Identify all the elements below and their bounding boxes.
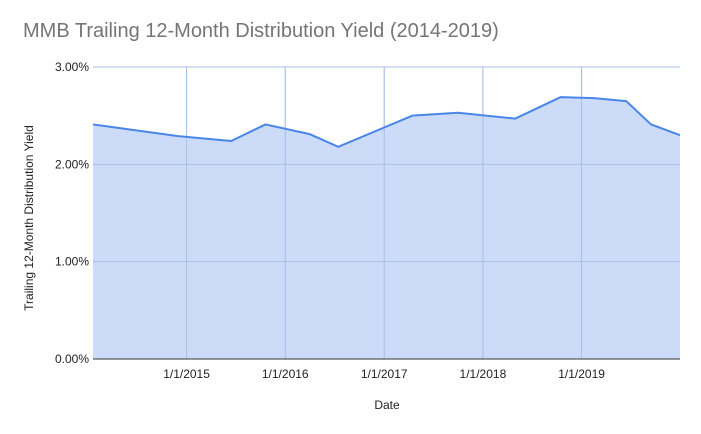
y-tick-label: 1.00% [55,255,89,269]
y-tick-label: 2.00% [55,157,89,171]
y-axis-ticks: 0.00% 1.00% 2.00% 3.00% [55,60,89,366]
x-tick-label: 1/1/2015 [163,367,210,381]
x-tick-label: 1/1/2017 [361,367,408,381]
x-axis-label: Date [374,398,400,412]
y-tick-label: 3.00% [55,60,89,74]
chart-title: MMB Trailing 12-Month Distribution Yield… [23,20,499,42]
y-tick-label: 0.00% [55,352,89,366]
y-axis-label: Trailing 12-Month Distribution Yield [22,125,36,311]
x-tick-label: 1/1/2019 [558,367,605,381]
x-tick-label: 1/1/2016 [262,367,309,381]
series-line [92,96,681,148]
x-tick-label: 1/1/2018 [460,367,507,381]
series-layer [92,66,681,360]
x-axis-ticks: 1/1/2015 1/1/2016 1/1/2017 1/1/2018 1/1/2019 [163,367,605,381]
series-area-fill [93,97,680,360]
